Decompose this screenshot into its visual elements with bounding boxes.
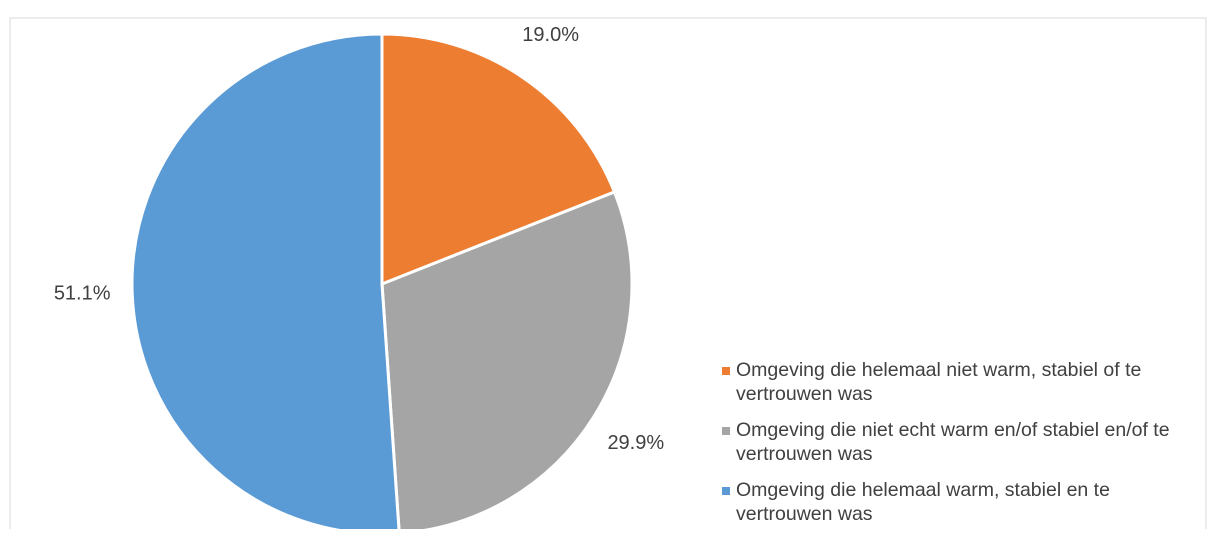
chart-frame xyxy=(9,17,1207,529)
legend-label: Omgeving die niet echt warm en/of stabie… xyxy=(736,419,1170,465)
pie-slice xyxy=(380,190,634,529)
legend-swatch xyxy=(722,367,730,375)
pie-slice xyxy=(380,32,617,287)
pie-slice xyxy=(130,32,401,529)
legend-swatch xyxy=(722,487,730,495)
data-label: 19.0% xyxy=(522,24,579,46)
legend: Omgeving die helemaal niet warm, stabiel… xyxy=(722,358,1192,538)
legend-swatch xyxy=(722,427,730,435)
legend-label: Omgeving die helemaal niet warm, stabiel… xyxy=(736,359,1142,405)
legend-item: Omgeving die helemaal warm, stabiel en t… xyxy=(722,478,1192,526)
data-label: 29.9% xyxy=(607,432,664,454)
legend-label: Omgeving die helemaal warm, stabiel en t… xyxy=(736,479,1110,525)
legend-item: Omgeving die niet echt warm en/of stabie… xyxy=(722,418,1192,466)
legend-item: Omgeving die helemaal niet warm, stabiel… xyxy=(722,358,1192,406)
data-label: 51.1% xyxy=(54,283,111,305)
